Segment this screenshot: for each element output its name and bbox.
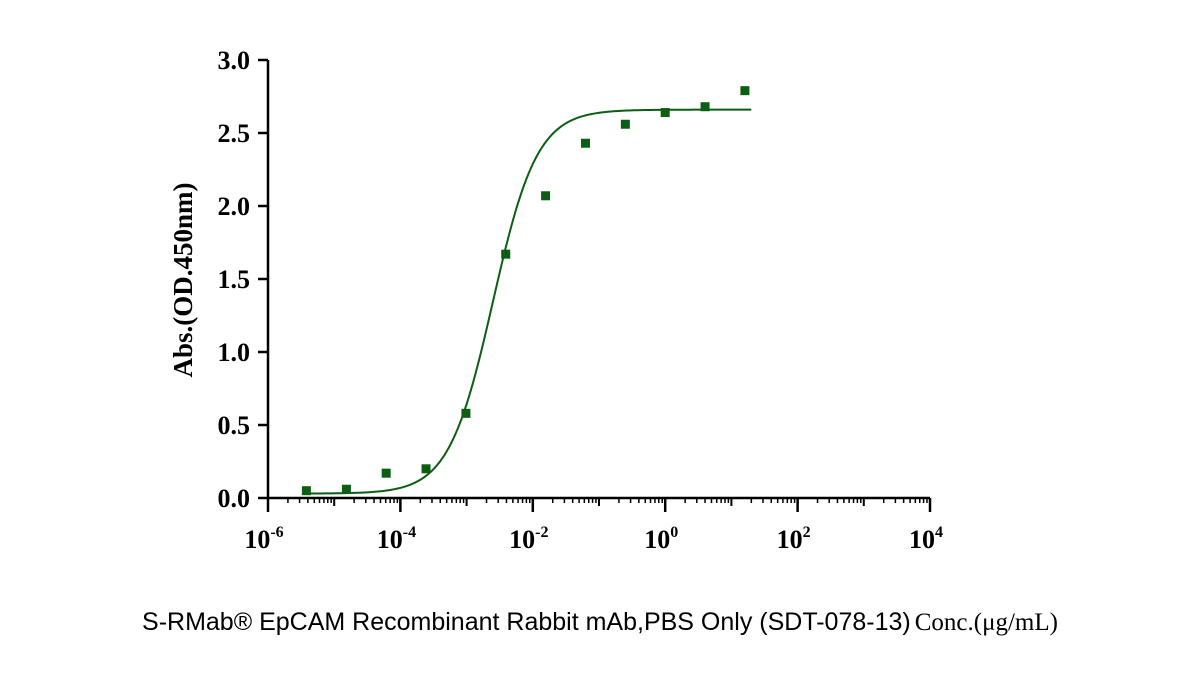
tick-marks [258,58,932,512]
y-axis-title: Abs.(OD.450nm) [168,182,198,377]
data-point [541,191,551,201]
data-point [501,249,511,259]
x-tick-label: 104 [909,524,943,554]
data-point [341,484,351,494]
y-tick-label: 2.5 [218,119,251,148]
data-point [301,486,311,496]
chart: 0.0 0.5 1.0 1.5 2.0 2.5 3.0 10-6 10-4 10-2 100 102 1… [168,46,944,554]
y-tick-label: 3.0 [218,46,251,75]
axes [266,60,930,500]
x-axis-title: S-RMab® EpCAM Recombinant Rabbit mAb,PBS… [0,608,1200,637]
x-tick-label: 10-2 [509,524,548,554]
fit-line [306,108,752,495]
data-point [580,138,590,148]
data-point [660,108,670,118]
x-tick-label: 10-6 [244,524,283,554]
x-tick-label: 102 [777,524,811,554]
y-tick-label: 1.0 [218,338,251,367]
x-axis-title-unit: Conc.(μg/mL) [914,609,1058,636]
data-point [421,464,431,474]
data-point [381,468,391,478]
data-point [620,119,630,129]
x-axis-title-main: S-RMab® EpCAM Recombinant Rabbit mAb,PBS… [142,608,911,636]
x-tick-label: 10-4 [377,524,416,554]
tick-labels: 0.0 0.5 1.0 1.5 2.0 2.5 3.0 10-6 10-4 10-2 100 102 1… [218,46,944,554]
y-tick-label: 2.0 [218,192,251,221]
fit-curve [306,108,752,495]
x-tick-label: 100 [644,524,678,554]
data-points [301,86,750,496]
y-tick-label: 1.5 [218,265,251,294]
data-point [700,102,710,112]
data-point [740,86,750,96]
y-tick-label: 0.5 [218,411,251,440]
y-tick-label: 0.0 [218,484,251,513]
data-point [461,408,471,418]
